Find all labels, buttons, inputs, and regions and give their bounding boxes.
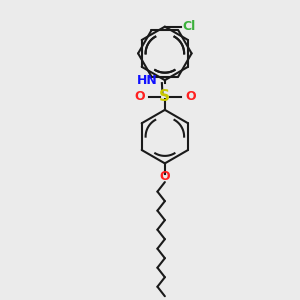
Text: O: O: [134, 90, 145, 103]
Text: S: S: [159, 89, 170, 104]
Text: Cl: Cl: [183, 20, 196, 33]
Text: HN: HN: [137, 74, 158, 87]
Text: O: O: [160, 170, 170, 183]
Text: O: O: [185, 90, 196, 103]
